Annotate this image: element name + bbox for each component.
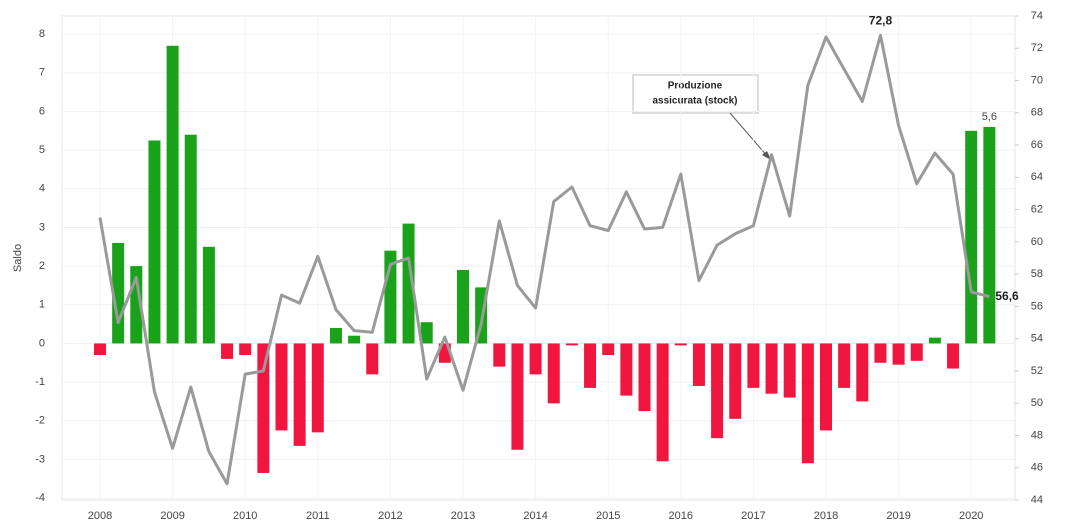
bar bbox=[965, 130, 978, 344]
bar bbox=[674, 343, 687, 346]
y2-tick-label: 48 bbox=[1031, 429, 1043, 441]
y-tick-label: -1 bbox=[35, 376, 45, 388]
line bbox=[98, 33, 990, 486]
bar bbox=[293, 343, 306, 446]
x-tick-label: 2012 bbox=[378, 510, 402, 521]
bar bbox=[402, 223, 415, 344]
bar bbox=[892, 343, 905, 365]
y-tick-label: 0 bbox=[39, 337, 45, 349]
plot-frame bbox=[61, 15, 1016, 501]
bar bbox=[983, 126, 996, 344]
y-tick-label: 5 bbox=[39, 144, 45, 156]
bar bbox=[547, 343, 560, 404]
y-tick-label: 1 bbox=[39, 299, 45, 311]
y-tick-label: -2 bbox=[35, 415, 45, 427]
y-tick-label: 2 bbox=[39, 260, 45, 272]
annotation: assicurata (stock) bbox=[652, 96, 737, 107]
y-tick-label: 8 bbox=[39, 28, 45, 40]
annotation: Produzione bbox=[668, 81, 723, 92]
annotation-arrowhead bbox=[762, 151, 771, 160]
y2-tick-label: 56 bbox=[1031, 300, 1043, 312]
y-tick-label: -3 bbox=[35, 453, 45, 465]
y2-tick-label: 66 bbox=[1031, 139, 1043, 151]
bar bbox=[511, 343, 524, 450]
y2-tick-label: 64 bbox=[1031, 171, 1043, 183]
y-axis-label: Saldo bbox=[12, 244, 24, 272]
x-tick-label: 2018 bbox=[814, 510, 838, 521]
y2-tick-label: 62 bbox=[1031, 204, 1043, 216]
bar bbox=[94, 343, 106, 356]
data-label: 56,6 bbox=[995, 289, 1019, 303]
y2-tick-label: 54 bbox=[1031, 333, 1043, 345]
y2-tick-label: 68 bbox=[1031, 107, 1043, 119]
y2-tick-label: 70 bbox=[1031, 74, 1043, 86]
bar bbox=[620, 343, 633, 396]
x-tick-label: 2013 bbox=[451, 510, 475, 521]
bar bbox=[311, 343, 324, 433]
bar bbox=[928, 337, 941, 344]
x-tick-label: 2014 bbox=[523, 510, 547, 521]
bar bbox=[275, 343, 288, 431]
bar bbox=[239, 343, 252, 356]
bar bbox=[747, 343, 760, 388]
y2-tick-label: 58 bbox=[1031, 268, 1043, 280]
y2-tick-label: 50 bbox=[1031, 397, 1043, 409]
x-tick-label: 2016 bbox=[669, 510, 693, 521]
bar bbox=[638, 343, 651, 412]
bar bbox=[565, 343, 578, 346]
x-tick-label: 2010 bbox=[233, 510, 257, 521]
bar bbox=[420, 322, 433, 344]
bar bbox=[457, 269, 469, 344]
bar bbox=[692, 343, 705, 386]
bar bbox=[184, 134, 197, 344]
bar bbox=[801, 343, 814, 464]
x-tick-label: 2009 bbox=[160, 510, 184, 521]
bar bbox=[947, 343, 960, 369]
y2-tick-label: 60 bbox=[1031, 236, 1043, 248]
y2-tick-label: 52 bbox=[1031, 365, 1043, 377]
y2-tick-label: 72 bbox=[1031, 42, 1043, 54]
bar bbox=[221, 343, 234, 359]
bar bbox=[729, 343, 742, 419]
bar bbox=[602, 343, 615, 356]
annotation-box bbox=[632, 74, 759, 114]
bar bbox=[166, 45, 179, 344]
bar bbox=[348, 335, 361, 344]
y-tick-label: 3 bbox=[39, 221, 45, 233]
bar bbox=[838, 343, 851, 388]
bar bbox=[493, 343, 506, 367]
bar bbox=[765, 343, 778, 394]
bar bbox=[910, 343, 923, 361]
bar bbox=[257, 343, 270, 473]
bar bbox=[856, 343, 869, 402]
x-tick-label: 2008 bbox=[88, 510, 112, 521]
bar bbox=[711, 343, 724, 439]
bar bbox=[584, 343, 597, 388]
y-tick-label: -4 bbox=[35, 492, 45, 504]
bar bbox=[148, 140, 161, 344]
x-tick-label: 2011 bbox=[306, 510, 330, 521]
y2-tick-label: 74 bbox=[1031, 10, 1043, 22]
bar bbox=[366, 343, 379, 375]
x-tick-label: 2019 bbox=[886, 510, 910, 521]
data-label: 5,6 bbox=[982, 111, 997, 123]
x-tick-label: 2015 bbox=[596, 510, 620, 521]
y2-tick-label: 46 bbox=[1031, 462, 1043, 474]
x-tick-label: 2020 bbox=[959, 510, 983, 521]
y-tick-label: 6 bbox=[39, 105, 45, 117]
x-tick-label: 2017 bbox=[741, 510, 765, 521]
bar bbox=[874, 343, 887, 363]
bar bbox=[783, 343, 796, 398]
y-tick-label: 4 bbox=[39, 183, 45, 195]
bar bbox=[202, 246, 215, 344]
data-label: 72,8 bbox=[869, 14, 893, 28]
bar bbox=[529, 343, 542, 375]
y2-tick-label: 44 bbox=[1031, 494, 1043, 506]
bar bbox=[656, 343, 669, 462]
y-tick-label: 7 bbox=[39, 67, 45, 79]
bar bbox=[329, 327, 342, 344]
bar bbox=[820, 343, 832, 431]
